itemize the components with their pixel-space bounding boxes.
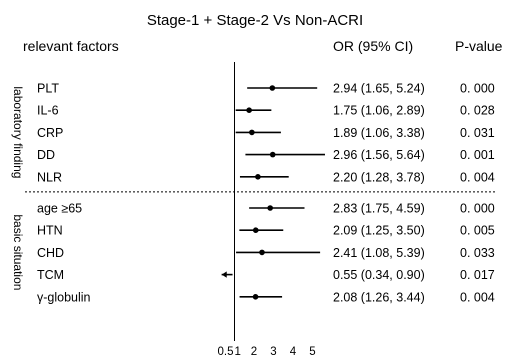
row-label: NLR: [37, 170, 62, 184]
row-label: DD: [37, 148, 55, 162]
point-estimate-marker: [246, 107, 252, 113]
x-tick-label: 4: [290, 346, 297, 358]
x-tick-label: 5: [309, 346, 315, 358]
x-tick-label: 1: [235, 346, 241, 358]
or-ci-text: 2.83 (1.75, 4.59): [333, 202, 425, 216]
point-estimate-marker: [267, 205, 273, 211]
or-ci-text: 2.08 (1.26, 3.44): [333, 290, 425, 304]
p-value-text: 0. 004: [460, 290, 495, 304]
or-ci-text: 2.41 (1.08, 5.39): [333, 246, 425, 260]
p-value-text: 0. 017: [460, 268, 495, 282]
or-ci-text: 1.75 (1.06, 2.89): [333, 104, 425, 118]
point-estimate-marker: [252, 227, 259, 233]
p-value-text: 0. 004: [460, 170, 495, 184]
p-value-text: 0. 031: [460, 126, 495, 140]
header-p-value: P-value: [455, 38, 503, 54]
x-tick-label: 3: [270, 346, 276, 358]
point-estimate-marker: [249, 129, 255, 136]
point-estimate-marker: [252, 294, 259, 300]
plot-layer: 0.5 1 2 3 4 5 PLT 2.94 (1.65, 5.24) 0. 000 IL-6 1.…: [11, 62, 497, 358]
or-ci-text: 0.55 (0.34, 0.90): [333, 268, 425, 282]
or-ci-text: 2.20 (1.28, 3.78): [333, 170, 425, 184]
point-estimate-marker: [269, 151, 276, 158]
row-label: γ-globulin: [37, 290, 91, 304]
p-value-text: 0. 028: [460, 104, 495, 118]
or-ci-text: 2.94 (1.65, 5.24): [333, 82, 425, 96]
or-ci-text: 2.96 (1.56, 5.64): [333, 148, 425, 162]
p-value-text: 0. 000: [460, 82, 495, 96]
p-value-text: 0. 005: [460, 224, 495, 238]
p-value-text: 0. 033: [460, 246, 495, 260]
group-label: laboratory finding: [11, 86, 25, 178]
point-estimate-marker: [255, 174, 261, 180]
header-or-ci: OR (95% CI): [333, 38, 413, 54]
or-ci-text: 2.09 (1.25, 3.50): [333, 224, 425, 238]
row-label: CRP: [37, 126, 63, 140]
row-label: TCM: [37, 268, 64, 282]
row-label: age ≥65: [37, 202, 82, 216]
row-label: HTN: [37, 224, 63, 238]
row-label: IL-6: [37, 104, 59, 118]
point-estimate-marker: [259, 249, 265, 256]
point-estimate-marker: [269, 85, 276, 91]
x-tick-label: 2: [251, 346, 257, 358]
row-label: CHD: [37, 246, 64, 260]
point-estimate-marker: [221, 271, 227, 278]
row-label: PLT: [37, 82, 59, 96]
group-label: basic situation: [11, 214, 25, 290]
p-value-text: 0. 001: [460, 148, 495, 162]
or-ci-text: 1.89 (1.06, 3.38): [333, 126, 425, 140]
x-tick-label: 0.5: [218, 346, 234, 358]
p-value-text: 0. 000: [460, 202, 495, 216]
header-relevant-factors: relevant factors: [23, 38, 119, 54]
chart-title: Stage-1 + Stage-2 Vs Non-ACRI: [147, 12, 363, 29]
